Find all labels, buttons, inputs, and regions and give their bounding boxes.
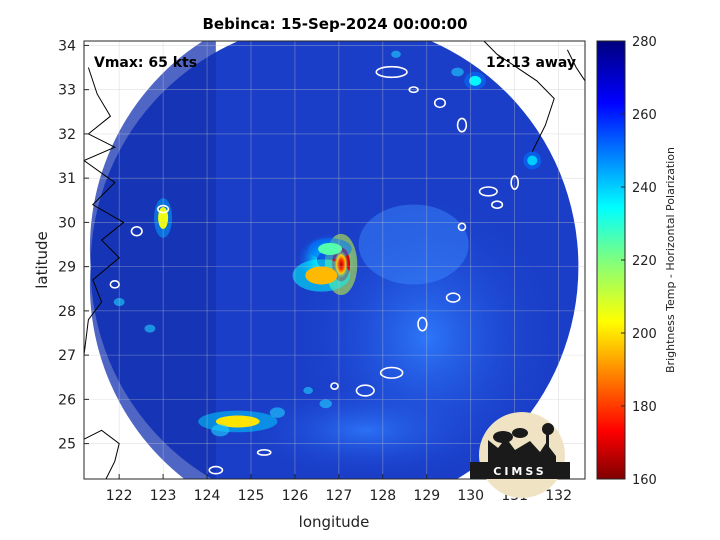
- rainband-cell: [144, 324, 156, 333]
- cloud-shield-south: [245, 385, 486, 476]
- colorbar-tick-label: 240: [632, 181, 657, 196]
- y-axis-label: latitude: [33, 231, 51, 289]
- plot-area: [84, 41, 585, 479]
- island-yakushima: [491, 200, 504, 210]
- x-axis-label: longitude: [299, 513, 370, 531]
- island-okinawa-south: [355, 384, 375, 397]
- coastline-kyushu: [483, 41, 555, 152]
- convection-northeast: [469, 75, 482, 86]
- x-tick-label: 127: [326, 488, 353, 504]
- colorbar-tick-label: 180: [632, 400, 657, 415]
- island-taizhou: [109, 279, 120, 289]
- rainband-south: [215, 415, 260, 428]
- island-tanegashima: [478, 186, 498, 197]
- colorbar-gradient: [596, 40, 626, 480]
- x-tick-label: 125: [238, 488, 265, 504]
- y-tick-label: 26: [58, 392, 76, 408]
- colorbar-tick-label: 260: [632, 108, 657, 123]
- cimss-logo-text: CIMSS: [493, 465, 546, 478]
- island-koshiki: [456, 117, 468, 133]
- rainband-cell: [303, 386, 313, 395]
- y-tick-label: 30: [58, 215, 76, 231]
- y-tick-label: 33: [58, 83, 76, 99]
- time-offset-annotation: 12:13 away: [486, 55, 576, 71]
- island-goto: [433, 97, 447, 109]
- rainband-cell: [391, 50, 401, 58]
- x-tick-label: 130: [457, 488, 484, 504]
- coastline-shikoku: [566, 49, 585, 82]
- island-ishigaki: [208, 465, 224, 475]
- island-zhoushan-south: [130, 226, 143, 237]
- y-tick-label: 28: [58, 304, 76, 320]
- coastlines: [84, 41, 585, 479]
- eyewall-core-glow: [334, 250, 349, 279]
- rainband-cell: [319, 399, 332, 409]
- coastline-china: [84, 67, 125, 356]
- x-tick-label: 132: [545, 488, 572, 504]
- inner-band-west: [305, 266, 338, 285]
- island-tokara: [457, 222, 467, 232]
- swath-dark-west: [89, 41, 216, 479]
- vmax-annotation: Vmax: 65 kts: [94, 55, 197, 71]
- island-miyako: [256, 449, 272, 456]
- colorbar-tick-label: 280: [632, 35, 657, 50]
- y-tick-label: 32: [58, 127, 76, 143]
- y-tick-label: 27: [58, 348, 76, 364]
- y-tick-label: 31: [58, 171, 76, 187]
- brightness-temperature-swath: [89, 41, 579, 479]
- x-tick-label: 129: [413, 488, 440, 504]
- colorbar-label: Brightness Temp - Horizontal Polarizatio…: [664, 147, 677, 373]
- coastline-taiwan: [84, 429, 120, 479]
- x-tick-label: 122: [106, 488, 133, 504]
- chart-title: Bebinca: 15-Sep-2024 00:00:00: [202, 15, 467, 33]
- cimss-logo: CIMSS: [470, 412, 570, 498]
- island-outlines: [109, 65, 520, 475]
- x-tick-label: 126: [282, 488, 309, 504]
- spiral-band-east: [358, 204, 469, 285]
- colorbar-tick-label: 220: [632, 254, 657, 269]
- colorbar: 160 180 200 220 240 260 280 Brightness Temp - …: [596, 35, 677, 488]
- y-axis-ticks: 25 26 27 28 29 30 31 32 33 34: [58, 38, 89, 453]
- colorbar-tick-label: 160: [632, 473, 657, 488]
- y-tick-label: 25: [58, 437, 76, 453]
- island-zhoushan: [157, 204, 170, 214]
- island-amami: [445, 292, 461, 303]
- colorbar-tick-label: 200: [632, 327, 657, 342]
- rainband-cell: [269, 407, 285, 418]
- inner-band-north: [318, 242, 343, 255]
- y-tick-label: 34: [58, 38, 76, 54]
- island-tokunoshima: [417, 316, 428, 332]
- convection-east: [527, 155, 538, 166]
- x-tick-label: 128: [369, 488, 396, 504]
- y-tick-label: 29: [58, 260, 76, 276]
- island-small: [408, 86, 419, 94]
- island-osumi: [510, 175, 520, 191]
- colorbar-ticks: 160 180 200 220 240 260 280: [621, 35, 657, 488]
- island-jeju: [375, 65, 408, 79]
- rainband-cell: [211, 424, 230, 437]
- island-kerama: [330, 382, 339, 390]
- island-okinawa: [379, 366, 404, 379]
- x-tick-label: 124: [194, 488, 221, 504]
- rainband-cell: [451, 67, 464, 77]
- plot-frame: [83, 40, 586, 480]
- x-tick-label: 123: [150, 488, 177, 504]
